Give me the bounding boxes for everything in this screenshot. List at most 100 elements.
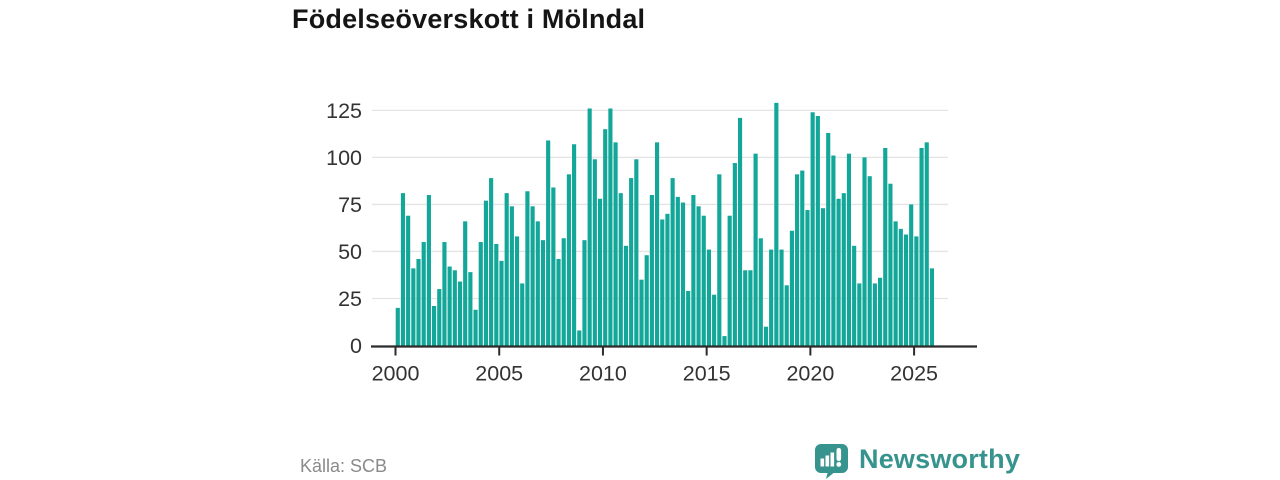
bar xyxy=(872,283,877,346)
bar xyxy=(499,260,504,346)
x-axis-tick-label: 2010 xyxy=(579,362,627,386)
bar xyxy=(421,242,426,346)
bar xyxy=(670,178,675,346)
bar xyxy=(795,174,800,346)
bar xyxy=(805,210,810,346)
bar xyxy=(919,148,924,346)
bar xyxy=(452,270,457,346)
bar xyxy=(660,219,665,346)
bar xyxy=(572,144,577,346)
bar xyxy=(737,117,743,346)
bar xyxy=(748,270,753,346)
bar xyxy=(820,208,826,346)
bar xyxy=(613,142,618,346)
bar xyxy=(442,242,447,346)
bar xyxy=(649,195,654,346)
bar xyxy=(852,245,857,346)
bar xyxy=(888,183,893,346)
x-axis-tick-label: 2015 xyxy=(683,362,731,386)
newsworthy-bubble-chart-icon xyxy=(815,444,848,479)
bar xyxy=(416,258,421,346)
bar xyxy=(489,178,494,346)
page-title: Födelseöverskott i Mölndal xyxy=(292,4,646,34)
y-axis-tick-label: 25 xyxy=(338,287,362,311)
bar xyxy=(665,213,670,346)
bar xyxy=(623,245,629,346)
source-label: Källa: SCB xyxy=(300,456,388,476)
bar xyxy=(592,159,597,346)
bar xyxy=(929,268,935,346)
x-axis-tick-label: 2025 xyxy=(890,362,938,386)
bar xyxy=(426,195,431,346)
bar xyxy=(878,277,883,346)
bar xyxy=(846,153,852,346)
bar xyxy=(582,240,587,346)
bar xyxy=(696,206,701,346)
mini-bar-2 xyxy=(825,455,830,467)
bar xyxy=(753,153,758,346)
bar xyxy=(447,266,452,346)
bar xyxy=(644,255,649,346)
bar xyxy=(494,243,499,346)
y-axis-tick-label: 100 xyxy=(326,146,362,170)
bar xyxy=(686,290,691,346)
bar xyxy=(530,206,535,346)
bar xyxy=(400,193,406,346)
bar xyxy=(463,221,468,346)
bar xyxy=(800,170,805,346)
bar xyxy=(406,215,411,346)
bar xyxy=(763,326,769,346)
bar xyxy=(722,336,727,346)
bar xyxy=(732,163,737,346)
bar xyxy=(514,236,520,346)
bar xyxy=(608,108,613,346)
bar xyxy=(540,240,546,346)
bar xyxy=(603,129,608,346)
y-axis-tick-label: 75 xyxy=(338,193,362,217)
bar xyxy=(437,289,442,346)
bar xyxy=(546,140,551,346)
bar xyxy=(509,206,514,346)
bar xyxy=(618,193,623,346)
bar xyxy=(831,155,836,346)
x-axis-tick-label: 2000 xyxy=(372,362,420,386)
bar xyxy=(903,234,909,346)
bar xyxy=(587,108,592,346)
y-axis-tick-label: 0 xyxy=(350,334,362,358)
bar xyxy=(909,204,914,346)
bar xyxy=(468,272,473,346)
bar xyxy=(867,176,872,346)
bar xyxy=(556,258,561,346)
bar xyxy=(597,198,603,346)
mini-bar-1 xyxy=(820,458,825,467)
bar xyxy=(701,215,706,346)
bar xyxy=(712,294,717,346)
bar xyxy=(779,249,784,346)
bar xyxy=(862,157,867,346)
exclamation-bar xyxy=(836,448,842,461)
bar xyxy=(857,283,862,346)
bar xyxy=(504,193,509,346)
bar xyxy=(914,236,919,346)
bar xyxy=(483,200,489,346)
y-axis-tick-label: 125 xyxy=(326,99,362,123)
bar xyxy=(836,198,841,346)
bar xyxy=(924,142,929,346)
x-axis-tick-label: 2020 xyxy=(786,362,834,386)
bar xyxy=(411,268,416,346)
bar xyxy=(810,112,815,346)
bar xyxy=(675,196,680,346)
bar xyxy=(784,285,789,346)
bar xyxy=(551,187,556,346)
bar xyxy=(566,174,571,346)
bar xyxy=(577,330,582,346)
bar xyxy=(639,279,644,346)
bar xyxy=(457,281,463,346)
bar xyxy=(691,195,696,346)
bar xyxy=(826,132,831,346)
bar xyxy=(629,178,634,346)
mini-bar-3 xyxy=(830,452,835,467)
y-axis-tick-label: 50 xyxy=(338,240,362,264)
bar xyxy=(561,238,566,346)
newsworthy-logo: Newsworthy xyxy=(812,441,1020,479)
